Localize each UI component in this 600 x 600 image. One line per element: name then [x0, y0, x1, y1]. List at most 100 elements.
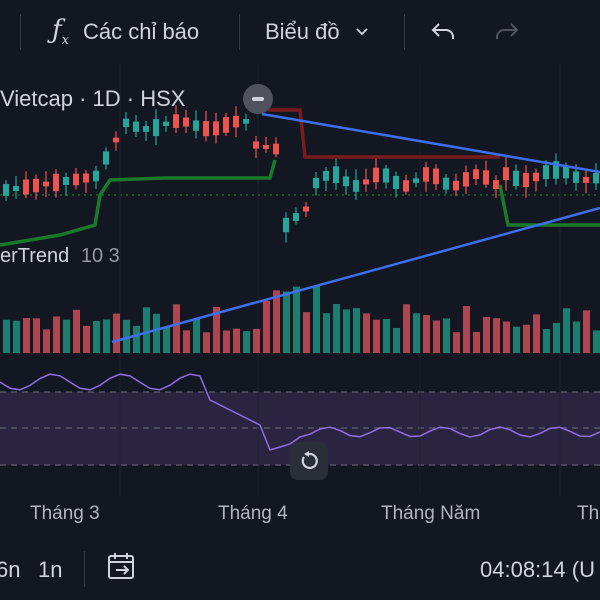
volume-bar: [83, 325, 90, 353]
candle: [563, 166, 569, 179]
candle: [223, 117, 229, 133]
volume-bar: [373, 319, 380, 353]
candle: [113, 137, 119, 143]
volume-bar: [33, 318, 40, 353]
volume-bar: [283, 291, 290, 353]
candle: [43, 181, 49, 187]
toolbar-divider: [20, 14, 21, 50]
candle: [153, 119, 159, 137]
candle: [453, 180, 459, 191]
candle: [373, 167, 379, 183]
volume-bar: [313, 285, 320, 353]
candle: [503, 167, 509, 181]
volume-bar: [43, 329, 50, 353]
candle: [413, 178, 419, 183]
chart-type-button[interactable]: Biểu đồ: [265, 14, 370, 50]
reset-chart-button[interactable]: [290, 442, 328, 480]
clock-time[interactable]: 04:08:14 (U: [480, 557, 595, 582]
volume-bar: [543, 329, 550, 353]
volume-bar: [273, 290, 280, 353]
volume-bar: [103, 319, 110, 353]
candle: [243, 119, 249, 124]
volume-bar: [213, 306, 220, 353]
candle: [163, 121, 169, 127]
volume-bar: [503, 321, 510, 353]
volume-bar: [23, 318, 30, 353]
candle: [283, 217, 289, 233]
candle: [323, 170, 329, 181]
symbol-legend[interactable]: Vietcap · 1D · HSX: [0, 86, 186, 111]
candle: [123, 118, 129, 128]
undo-button[interactable]: [430, 14, 456, 50]
volume-bar: [443, 318, 450, 353]
supertrend-legend[interactable]: erTrend 10 3: [0, 245, 120, 268]
x-axis-label: Th: [577, 503, 600, 524]
candle: [73, 173, 79, 186]
chevron-down-icon: [355, 28, 368, 36]
supertrend-down-line: [268, 108, 500, 159]
volume-bar: [363, 313, 370, 353]
redo-icon: [496, 23, 519, 39]
candle: [13, 185, 19, 192]
redo-button[interactable]: [494, 14, 520, 50]
range-6m-button[interactable]: 6n: [0, 557, 21, 582]
volume-bar: [483, 316, 490, 353]
candle: [493, 180, 499, 189]
volume-bar: [73, 309, 80, 353]
candle: [533, 172, 539, 182]
candle: [213, 121, 219, 136]
volume-bar: [533, 314, 540, 353]
indicators-label: Các chỉ báo: [82, 19, 200, 44]
candle: [3, 184, 9, 196]
candle: [393, 175, 399, 190]
volume-bar: [453, 332, 460, 353]
collapse-legend-button[interactable]: [243, 84, 273, 114]
candle: [353, 180, 359, 192]
volume-bar: [263, 300, 270, 353]
volume-bar: [473, 332, 480, 353]
volume-bar: [133, 325, 140, 353]
candle: [523, 172, 529, 188]
volume-bar: [53, 316, 60, 353]
range-1y-button[interactable]: 1n: [38, 557, 63, 582]
candle: [233, 115, 239, 128]
volume-bar: [593, 330, 600, 353]
candle: [483, 170, 489, 185]
toolbar-divider: [404, 14, 405, 50]
volume-bar: [253, 328, 260, 353]
candle: [63, 177, 69, 185]
candle: [33, 178, 39, 193]
volume-bar: [123, 319, 130, 353]
candle: [303, 206, 309, 212]
candle: [363, 179, 369, 185]
candle: [543, 165, 549, 180]
volume-bar: [233, 328, 240, 353]
candle: [423, 167, 429, 182]
indicators-button[interactable]: ƒx Các chỉ báo: [52, 14, 199, 50]
supertrend-name: erTrend: [0, 245, 70, 267]
calendar-arrow-icon: [108, 553, 134, 579]
bottom-divider: [84, 551, 85, 587]
candle: [513, 170, 519, 186]
volume-bar: [203, 332, 210, 353]
candle: [293, 213, 299, 221]
volume-bar: [323, 313, 330, 353]
candle: [23, 179, 29, 195]
volume-bar: [93, 320, 100, 353]
rsi-line: [0, 373, 600, 451]
goto-date-button[interactable]: [106, 551, 138, 589]
volume-bar: [423, 315, 430, 353]
volume-bar: [303, 312, 310, 353]
candle: [553, 161, 559, 179]
volume-bar: [243, 331, 250, 353]
volume-bar: [153, 313, 160, 353]
candle: [83, 173, 89, 183]
volume-bar: [293, 286, 300, 353]
minus-icon: [252, 97, 264, 101]
volume-bar: [413, 313, 420, 353]
volume-bar: [163, 326, 170, 353]
volume-bar: [173, 304, 180, 353]
candle: [203, 121, 209, 137]
candle: [433, 168, 439, 185]
x-axis-label: Tháng Năm: [381, 503, 481, 524]
